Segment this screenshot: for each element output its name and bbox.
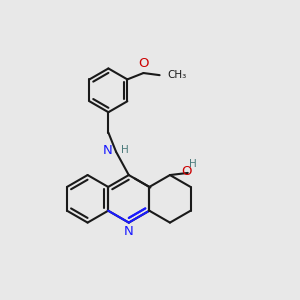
Text: H: H <box>189 159 197 169</box>
Text: O: O <box>181 165 191 178</box>
Text: CH₃: CH₃ <box>167 70 187 80</box>
Text: N: N <box>124 225 134 238</box>
Text: O: O <box>138 58 149 70</box>
Text: H: H <box>121 145 129 155</box>
Text: N: N <box>103 143 112 157</box>
